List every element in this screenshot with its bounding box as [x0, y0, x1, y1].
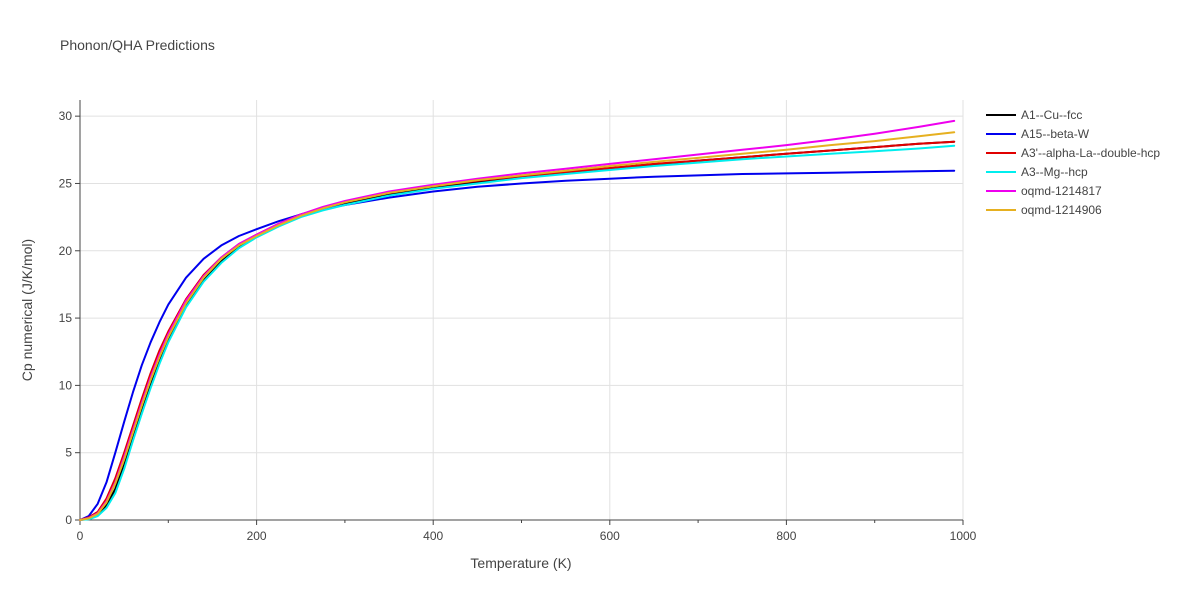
series-line-2 — [79, 140, 956, 521]
series-line-5 — [79, 131, 956, 521]
x-tick-label: 600 — [600, 529, 620, 543]
x-axis-title: Temperature (K) — [470, 555, 571, 571]
x-tick-label: 800 — [776, 529, 796, 543]
series — [79, 119, 956, 521]
y-tick-label: 30 — [59, 109, 73, 123]
legend-item[interactable]: A3'--alpha-La--double-hcp — [986, 146, 1160, 160]
legend-item[interactable]: oqmd-1214906 — [986, 203, 1102, 217]
series-line-1 — [79, 169, 956, 521]
legend-label: A3--Mg--hcp — [1021, 165, 1088, 179]
grid — [80, 100, 964, 520]
y-tick-label: 25 — [59, 176, 73, 190]
series-line-0 — [79, 140, 956, 521]
legend-item[interactable]: oqmd-1214817 — [986, 184, 1102, 198]
legend-label: A1--Cu--fcc — [1021, 108, 1082, 122]
legend-label: A3'--alpha-La--double-hcp — [1021, 146, 1160, 160]
y-tick-label: 10 — [59, 378, 73, 392]
legend-label: oqmd-1214817 — [1021, 184, 1102, 198]
y-tick-label: 15 — [59, 311, 73, 325]
x-tick-label: 200 — [247, 529, 267, 543]
axes — [79, 100, 963, 521]
x-tick-label: 400 — [423, 529, 443, 543]
legend-label: oqmd-1214906 — [1021, 203, 1102, 217]
series-line-4 — [79, 119, 956, 521]
y-ticks: 0 5 10 15 20 25 30 — [59, 109, 80, 527]
chart-title: Phonon/QHA Predictions — [60, 37, 215, 53]
y-tick-label: 0 — [65, 513, 72, 527]
x-tick-label: 1000 — [950, 529, 977, 543]
legend-item[interactable]: A1--Cu--fcc — [986, 108, 1082, 122]
x-tick-label: 0 — [77, 529, 84, 543]
legend-item[interactable]: A3--Mg--hcp — [986, 165, 1088, 179]
series-line-3 — [79, 144, 956, 521]
legend-item[interactable]: A15--beta-W — [986, 127, 1090, 141]
y-axis-title: Cp numerical (J/K/mol) — [19, 239, 35, 381]
y-tick-label: 20 — [59, 244, 73, 258]
y-tick-label: 5 — [65, 446, 72, 460]
x-ticks: 0 200 400 600 800 1000 — [77, 520, 977, 543]
legend: A1--Cu--fcc A15--beta-W A3'--alpha-La--dou… — [986, 108, 1160, 217]
legend-label: A15--beta-W — [1021, 127, 1090, 141]
